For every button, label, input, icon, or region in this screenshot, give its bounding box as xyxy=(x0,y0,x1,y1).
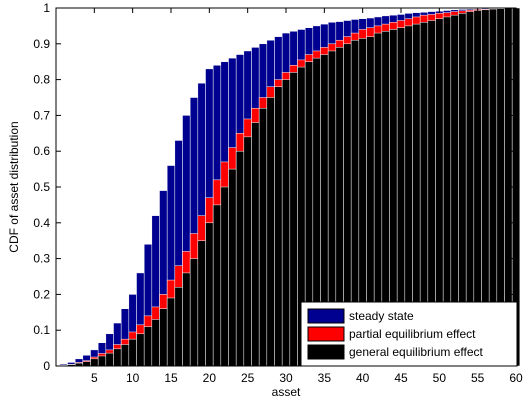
legend-label-steady-state: steady state xyxy=(349,309,414,323)
y-tick-label-5: 0.5 xyxy=(33,180,50,194)
bar-series-2-x-4 xyxy=(82,361,91,367)
y-tick-label-8: 0.8 xyxy=(33,73,50,87)
bar-series-2-x-15 xyxy=(166,297,176,367)
bar-series-2-x-30 xyxy=(281,79,291,367)
x-tick-label-25: 25 xyxy=(241,371,255,385)
x-tick-label-50: 50 xyxy=(433,371,447,385)
x-tick-label-40: 40 xyxy=(356,371,370,385)
x-tick-label-5: 5 xyxy=(91,371,98,385)
bar-series-2-x-31 xyxy=(289,72,298,367)
legend-label-partial-equilibrium: partial equilibrium effect xyxy=(349,327,476,341)
bar-series-2-x-28 xyxy=(266,97,275,367)
y-tick-label-10: 1 xyxy=(43,1,50,15)
x-tick-label-10: 10 xyxy=(126,371,140,385)
bar-series-2-x-11 xyxy=(136,333,145,367)
bar-series-2-x-20 xyxy=(205,222,214,367)
y-axis-label: CDF of asset distribution xyxy=(7,121,21,252)
y-tick-label-9: 0.9 xyxy=(33,37,50,51)
y-tick-label-3: 0.3 xyxy=(33,252,50,266)
legend-swatch-general-equilibrium xyxy=(307,344,345,360)
bar-series-2-x-26 xyxy=(251,122,260,367)
bar-series-2-x-8 xyxy=(113,348,122,367)
y-tick-label-4: 0.4 xyxy=(33,216,50,230)
legend: steady state partial equilibrium effect … xyxy=(300,301,518,367)
bar-series-2-x-21 xyxy=(212,204,222,367)
x-tick-label-55: 55 xyxy=(471,371,485,385)
bar-series-2-x-18 xyxy=(189,258,199,367)
ticks-layer: 5 10 15 20 25 30 35 40 45 50 55 60 0 0.1 0.2 0.3 0.4 0.5 0… xyxy=(33,1,523,385)
bar-series-2-x-14 xyxy=(159,308,168,367)
bar-series-2-x-25 xyxy=(243,136,252,367)
x-tick-label-20: 20 xyxy=(203,371,217,385)
x-tick-label-45: 45 xyxy=(394,371,408,385)
bar-series-2-x-9 xyxy=(120,344,130,367)
bar-series-2-x-13 xyxy=(151,319,160,367)
bar-series-2-x-17 xyxy=(182,272,191,367)
bar-series-2-x-19 xyxy=(197,240,206,367)
y-tick-label-7: 0.7 xyxy=(33,108,50,122)
bar-series-2-x-7 xyxy=(105,352,114,367)
legend-label-general-equilibrium: general equilibrium effect xyxy=(349,345,484,359)
x-tick-label-35: 35 xyxy=(318,371,332,385)
bar-series-2-x-29 xyxy=(274,86,283,367)
legend-swatch-steady-state xyxy=(307,308,345,324)
bar-series-2-x-23 xyxy=(228,168,237,367)
legend-swatch-partial-equilibrium xyxy=(307,326,345,342)
y-tick-label-1: 0.1 xyxy=(33,323,50,337)
x-axis-label: asset xyxy=(272,385,301,399)
bar-series-2-x-24 xyxy=(235,150,245,367)
bar-series-2-x-16 xyxy=(174,286,183,367)
y-tick-label-2: 0.2 xyxy=(33,287,50,301)
x-tick-label-60: 60 xyxy=(509,371,523,385)
bar-series-2-x-12 xyxy=(143,326,153,367)
x-tick-label-30: 30 xyxy=(279,371,293,385)
y-tick-label-0: 0 xyxy=(43,359,50,373)
bar-series-2-x-6 xyxy=(97,355,107,367)
x-tick-label-15: 15 xyxy=(164,371,178,385)
bar-series-2-x-22 xyxy=(220,186,229,367)
y-tick-label-6: 0.6 xyxy=(33,144,50,158)
bar-series-2-x-27 xyxy=(258,107,268,367)
